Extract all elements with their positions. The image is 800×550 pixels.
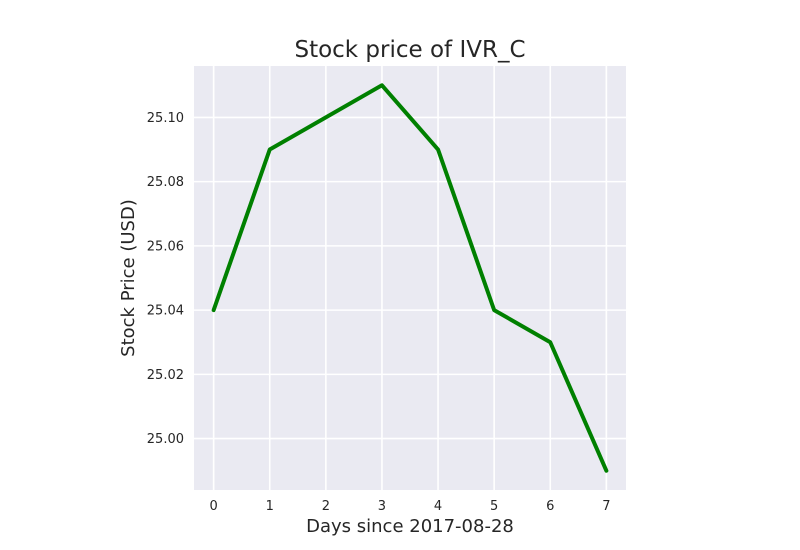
x-tick-label: 6 bbox=[546, 499, 554, 514]
chart-title: Stock price of IVR_C bbox=[294, 37, 525, 63]
x-tick-label: 3 bbox=[378, 499, 386, 514]
y-axis-label: Stock Price (USD) bbox=[118, 199, 139, 357]
x-tick-label: 2 bbox=[322, 499, 330, 514]
y-tick-label: 25.04 bbox=[147, 304, 184, 319]
y-tick-label: 25.00 bbox=[147, 432, 184, 447]
x-tick-label: 1 bbox=[266, 499, 274, 514]
series-line bbox=[211, 83, 609, 473]
y-tick-label: 25.02 bbox=[147, 368, 184, 383]
y-axis-ticks: 25.00 25.02 25.04 25.06 25.08 25.10 bbox=[147, 111, 184, 447]
x-tick-label: 0 bbox=[209, 499, 217, 514]
y-tick-label: 25.06 bbox=[147, 239, 184, 254]
x-tick-label: 4 bbox=[434, 499, 442, 514]
y-tick-label: 25.10 bbox=[147, 111, 184, 126]
x-axis-ticks: 0 1 2 3 4 5 6 7 bbox=[209, 499, 610, 514]
series-layer bbox=[211, 83, 609, 473]
x-tick-label: 5 bbox=[490, 499, 498, 514]
x-axis-label: Days since 2017-08-28 bbox=[306, 516, 514, 537]
plot-background bbox=[194, 66, 626, 490]
y-tick-label: 25.08 bbox=[147, 175, 184, 190]
x-tick-label: 7 bbox=[602, 499, 610, 514]
